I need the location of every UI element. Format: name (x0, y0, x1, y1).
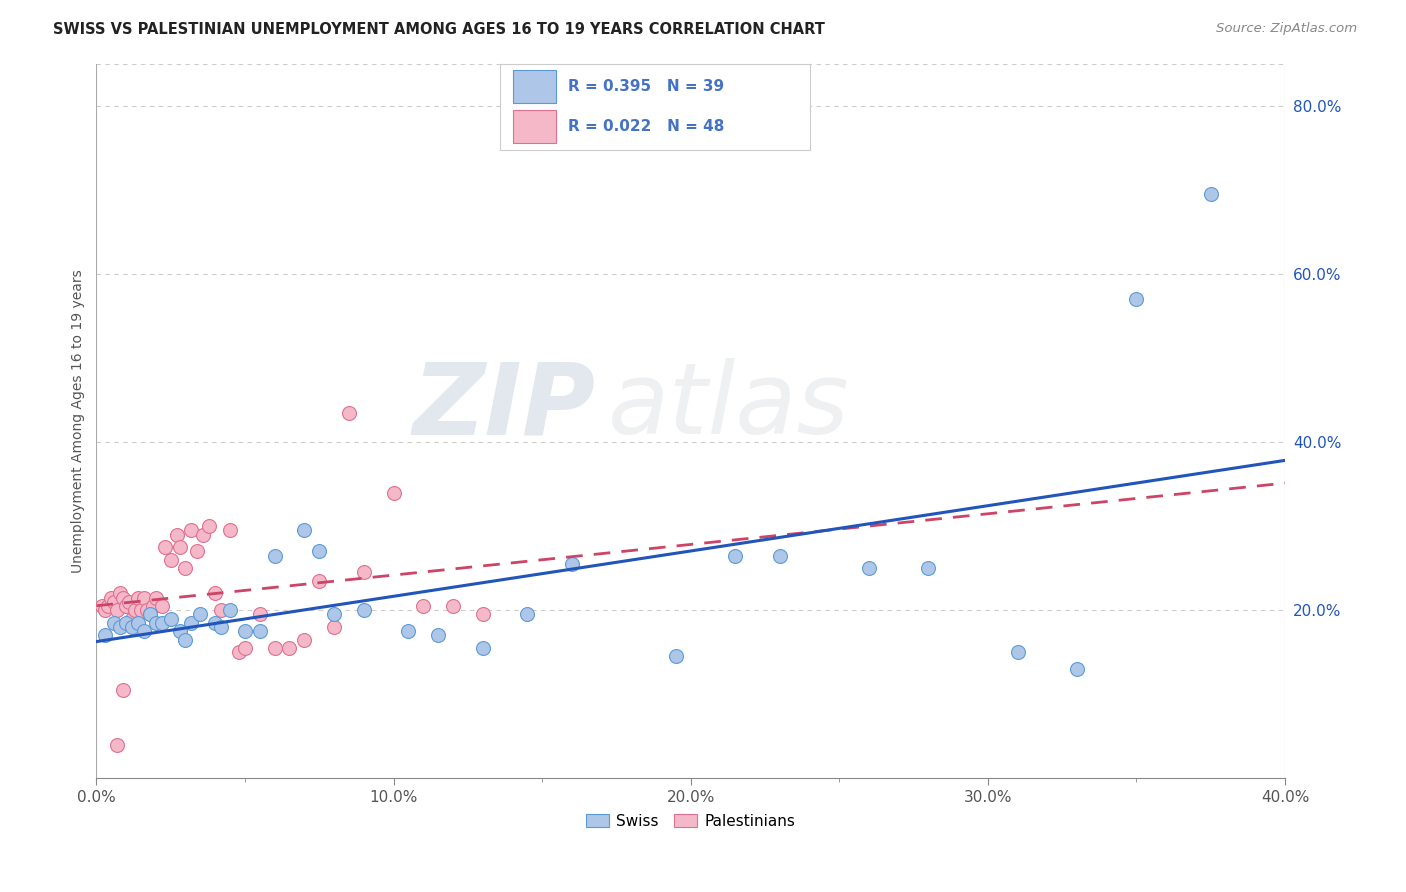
Point (132, 624, 155, 639)
Point (186, 544, 208, 558)
Point (127, 591, 149, 605)
Point (323, 607, 346, 622)
Point (665, 649, 688, 664)
Point (105, 738, 128, 752)
Point (308, 574, 330, 588)
Point (263, 640, 285, 655)
Point (132, 591, 155, 605)
Point (193, 527, 215, 541)
Text: Source: ZipAtlas.com: Source: ZipAtlas.com (1216, 22, 1357, 36)
Point (233, 640, 256, 655)
Point (115, 615, 138, 630)
Point (145, 615, 167, 630)
Y-axis label: Unemployment Among Ages 16 to 19 years: Unemployment Among Ages 16 to 19 years (72, 269, 86, 573)
Point (278, 640, 301, 655)
Point (103, 595, 125, 609)
Point (249, 607, 271, 622)
Point (219, 603, 242, 617)
Point (353, 566, 375, 580)
Point (1066, 662, 1088, 676)
Point (471, 640, 494, 655)
Point (219, 524, 242, 538)
Point (108, 620, 131, 634)
Point (198, 519, 221, 533)
Point (139, 607, 162, 622)
Point (180, 615, 202, 630)
Point (135, 603, 157, 617)
Point (396, 624, 419, 639)
Point (169, 540, 191, 554)
Text: SWISS VS PALESTINIAN UNEMPLOYMENT AMONG AGES 16 TO 19 YEARS CORRELATION CHART: SWISS VS PALESTINIAN UNEMPLOYMENT AMONG … (53, 22, 825, 37)
Point (1007, 645, 1029, 659)
Point (382, 485, 405, 500)
Point (94, 628, 117, 642)
Point (142, 599, 165, 613)
Point (118, 595, 141, 609)
Point (100, 591, 122, 605)
Point (129, 603, 152, 617)
Point (441, 599, 464, 613)
Point (124, 603, 146, 617)
Point (769, 549, 792, 563)
Point (323, 620, 346, 634)
Point (159, 611, 181, 625)
Point (150, 599, 173, 613)
Point (209, 603, 232, 617)
Point (105, 603, 128, 617)
Point (1199, 187, 1222, 202)
Point (159, 553, 181, 567)
Point (150, 615, 173, 630)
Point (858, 561, 880, 575)
Point (188, 607, 211, 622)
Point (1125, 293, 1147, 307)
Point (153, 540, 176, 554)
Point (112, 683, 135, 698)
Point (427, 628, 450, 642)
Text: ZIP: ZIP (412, 359, 596, 455)
Point (353, 603, 375, 617)
Point (174, 632, 197, 647)
Point (292, 632, 315, 647)
Point (204, 615, 226, 630)
Legend: Swiss, Palestinians: Swiss, Palestinians (579, 807, 801, 835)
Text: atlas: atlas (607, 359, 849, 455)
Point (233, 624, 256, 639)
Point (139, 607, 162, 622)
Point (169, 624, 191, 639)
Point (166, 527, 188, 541)
Point (412, 599, 434, 613)
Point (180, 524, 202, 538)
Point (471, 607, 494, 622)
Point (249, 624, 271, 639)
Point (108, 586, 131, 600)
Point (121, 620, 143, 634)
Point (121, 611, 143, 625)
Point (724, 549, 747, 563)
Point (308, 544, 330, 558)
Point (145, 591, 167, 605)
Point (97, 599, 120, 613)
Point (103, 615, 125, 630)
Point (94, 603, 117, 617)
Point (91, 599, 114, 613)
Point (127, 615, 149, 630)
Point (174, 561, 197, 575)
Point (115, 599, 138, 613)
Point (204, 586, 226, 600)
Point (263, 549, 285, 563)
Point (917, 561, 939, 575)
Point (561, 557, 583, 571)
Point (337, 406, 360, 420)
Point (209, 620, 232, 634)
Point (112, 591, 135, 605)
Point (516, 607, 538, 622)
Point (228, 645, 250, 659)
Point (292, 524, 315, 538)
